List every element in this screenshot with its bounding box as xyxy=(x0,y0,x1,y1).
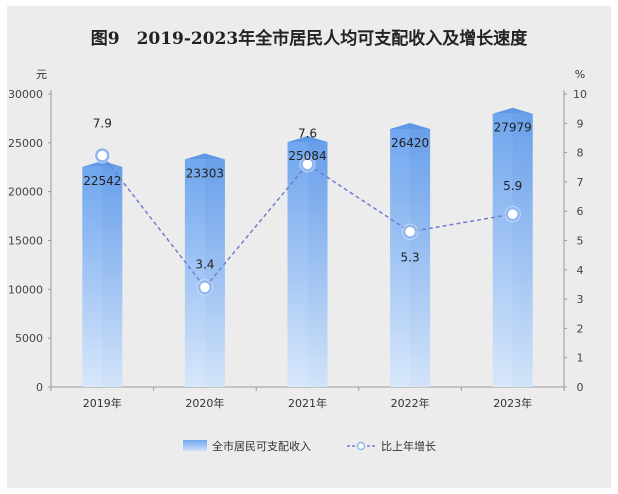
right-tick-label: 0 xyxy=(577,381,584,394)
legend-line-marker xyxy=(356,441,366,451)
bar-shade xyxy=(307,142,328,387)
growth-point xyxy=(197,280,213,295)
right-tick-label: 8 xyxy=(577,147,584,160)
category-label: 2019年 xyxy=(83,396,122,410)
right-tick-label: 2 xyxy=(577,322,584,335)
bar-value-label: 27979 xyxy=(494,121,532,135)
bar-cap xyxy=(287,136,328,143)
right-tick-label: 1 xyxy=(577,352,584,365)
left-tick-label: 5000 xyxy=(15,332,43,345)
right-tick-label: 3 xyxy=(577,293,584,306)
left-tick-label: 10000 xyxy=(8,283,43,296)
bar-value-label: 23303 xyxy=(186,166,224,180)
growth-value-label: 7.9 xyxy=(93,117,112,131)
bar-cap xyxy=(390,122,431,129)
bar xyxy=(287,136,328,387)
bar-cap xyxy=(184,153,225,160)
bar-cap xyxy=(492,107,533,114)
growth-point xyxy=(95,148,110,163)
right-tick-label: 10 xyxy=(573,88,587,101)
bar-value-label: 25084 xyxy=(288,149,326,163)
bar-shade xyxy=(102,166,123,387)
legend-line-label: 比上年增长 xyxy=(381,439,436,453)
category-label: 2022年 xyxy=(391,396,430,410)
growth-value-label: 3.4 xyxy=(195,257,214,271)
bar xyxy=(184,153,225,387)
chart-canvas: 元 % 0 5000 10000 15000 20000 25000 30000 0 1 2 3 4 5 6 7… xyxy=(8,68,587,453)
left-tick-label: 20000 xyxy=(8,186,43,199)
right-unit-label: % xyxy=(575,68,585,81)
right-tick-label: 5 xyxy=(577,235,584,248)
growth-line xyxy=(101,155,513,289)
legend-item-line: 比上年增长 xyxy=(347,439,436,453)
right-tick-label: 6 xyxy=(577,205,584,218)
growth-value-label: 5.3 xyxy=(401,251,420,265)
legend-item-bars: 全市居民可支配收入 xyxy=(183,439,311,453)
growth-value-label: 5.9 xyxy=(503,179,522,193)
growth-point xyxy=(402,224,418,239)
chart-title: 图9 2019-2023年全市居民人均可支配收入及增长速度 xyxy=(90,29,528,49)
bar xyxy=(390,122,431,387)
chart-card: 图9 2019-2023年全市居民人均可支配收入及增长速度 元% 0 5000 100… xyxy=(7,6,611,488)
growth-point xyxy=(300,157,315,172)
growth-value-label: 7.6 xyxy=(298,126,317,140)
bar-value-label: 26420 xyxy=(391,136,429,150)
category-label: 2023年 xyxy=(493,396,532,410)
left-tick-label: 25000 xyxy=(8,137,43,150)
bar-shade xyxy=(512,113,533,387)
bar-shade xyxy=(410,128,431,387)
growth-point xyxy=(505,206,520,222)
left-tick-label: 0 xyxy=(36,381,43,394)
bar-cap xyxy=(82,160,123,167)
left-tick-label: 15000 xyxy=(8,235,43,248)
right-tick-label: 4 xyxy=(577,264,584,277)
category-label: 2020年 xyxy=(185,396,224,410)
legend-bar-swatch xyxy=(183,440,207,451)
bar-shade xyxy=(204,159,225,387)
left-tick-label: 30000 xyxy=(8,88,43,101)
right-tick-label: 7 xyxy=(577,176,584,189)
left-unit-label: 元 xyxy=(36,68,47,81)
bar-value-label: 22542 xyxy=(83,174,121,188)
bar xyxy=(82,160,123,387)
category-label: 2021年 xyxy=(288,396,327,410)
legend-bar-label: 全市居民可支配收入 xyxy=(212,439,311,453)
right-tick-label: 9 xyxy=(577,117,584,130)
bar xyxy=(492,107,533,387)
